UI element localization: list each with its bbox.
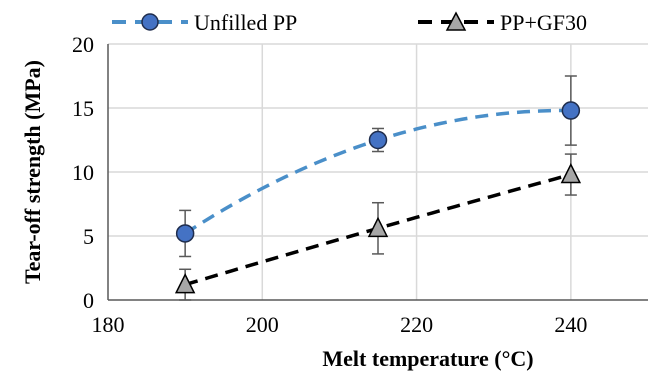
legend-label-pp-gf30: PP+GF30 — [500, 10, 587, 35]
x-axis-title: Melt temperature (°C) — [322, 346, 533, 371]
y-tick-label-15: 15 — [72, 96, 94, 121]
data-point-pp-gf30-240 — [560, 162, 582, 184]
legend-marker-pp-gf30 — [445, 11, 467, 31]
y-axis-title: Tear-off strength (MPa) — [20, 60, 45, 284]
tick-labels: 0 5 10 15 20 180 200 220 240 — [72, 32, 587, 337]
legend: Unfilled PP PP+GF30 — [112, 10, 587, 35]
data-point-unfilled-pp-190 — [175, 224, 195, 243]
data-point-pp-gf30-190 — [174, 272, 196, 294]
y-tick-label-10: 10 — [72, 160, 94, 185]
y-tick-label-20: 20 — [72, 32, 94, 57]
axes — [107, 44, 648, 301]
legend-item-pp-gf30: PP+GF30 — [418, 10, 587, 35]
y-tick-label-0: 0 — [83, 288, 94, 313]
y-tick-label-5: 5 — [83, 224, 94, 249]
data-point-pp-gf30-215 — [367, 216, 389, 238]
x-tick-label-200: 200 — [246, 312, 279, 337]
data-point-unfilled-pp-240 — [561, 101, 581, 120]
legend-marker-unfilled-pp — [141, 13, 159, 31]
legend-label-unfilled-pp: Unfilled PP — [194, 10, 297, 35]
data-points — [174, 101, 582, 294]
data-point-unfilled-pp-215 — [368, 130, 388, 150]
x-tick-label-220: 220 — [400, 312, 433, 337]
x-tick-label-240: 240 — [554, 312, 587, 337]
x-tick-label-180: 180 — [92, 312, 125, 337]
legend-item-unfilled-pp: Unfilled PP — [112, 10, 297, 35]
